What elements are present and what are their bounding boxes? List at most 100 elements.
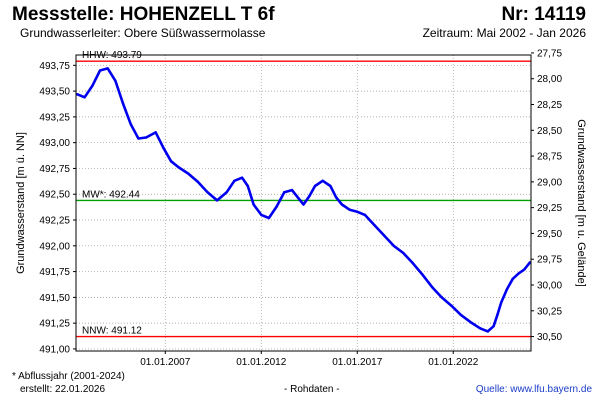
data-point <box>334 196 338 199</box>
data-point <box>162 146 165 150</box>
y2-tick-label: 28,00 <box>537 74 562 85</box>
data-point <box>233 179 236 183</box>
data-point <box>114 79 117 82</box>
created-date: erstellt: 22.01.2026 <box>20 384 106 395</box>
y2-tick-label: 30,25 <box>537 306 562 317</box>
data-point <box>450 304 453 307</box>
data-point <box>500 301 503 304</box>
reference-label: NNW: 491.12 <box>82 326 142 337</box>
data-point <box>267 216 271 220</box>
y-axis-label-left: Grundwasserstand [m ü. NN] <box>15 132 27 274</box>
y-tick-label: 493,00 <box>39 138 70 149</box>
data-point <box>283 190 286 194</box>
y2-tick-label: 28,50 <box>537 126 562 137</box>
data-point <box>98 69 102 72</box>
data-point <box>154 131 157 134</box>
data-point <box>411 262 415 265</box>
data-point <box>356 210 359 213</box>
x-tick-label: 01.01.2012 <box>236 357 286 368</box>
y-tick-label: 493,75 <box>39 61 70 72</box>
y2-tick-label: 29,00 <box>537 177 562 188</box>
y-tick-label: 492,25 <box>39 216 70 227</box>
y-tick-label: 493,25 <box>39 112 70 123</box>
y2-tick-label: 29,50 <box>537 229 562 240</box>
data-point <box>517 272 520 275</box>
aquifer-label: Grundwasserleiter: Obere Süßwassermolass… <box>20 26 266 40</box>
data-point <box>144 136 148 139</box>
source-link[interactable]: Quelle: www.lfu.bayern.de <box>475 384 592 395</box>
data-point <box>329 184 332 188</box>
data-point <box>129 122 132 126</box>
data-point <box>260 213 263 217</box>
data-point <box>496 313 499 317</box>
data-point <box>169 160 173 163</box>
y-tick-label: 491,50 <box>39 293 70 304</box>
data-point <box>348 208 351 211</box>
y2-tick-label: 29,25 <box>537 203 562 214</box>
data-point <box>492 325 495 328</box>
station-number: Nr: 14119 <box>501 4 586 25</box>
data-point <box>392 244 395 248</box>
data-point <box>240 176 244 179</box>
data-point <box>402 251 405 255</box>
data-point <box>459 313 463 317</box>
data-point <box>382 234 386 237</box>
data-point <box>511 277 514 281</box>
data-point <box>296 196 299 199</box>
data-point <box>421 273 424 276</box>
y-tick-label: 491,75 <box>39 267 70 278</box>
reference-label: HHW: 493.79 <box>82 50 142 61</box>
y2-tick-label: 27,75 <box>537 48 562 59</box>
x-tick-label: 01.01.2022 <box>428 357 478 368</box>
y2-tick-label: 29,75 <box>537 255 562 266</box>
data-point <box>196 180 200 184</box>
data-point <box>206 190 209 194</box>
data-point <box>121 102 125 105</box>
y2-tick-label: 30,00 <box>537 280 562 291</box>
data-point <box>252 203 255 206</box>
y2-tick-label: 28,25 <box>537 100 562 111</box>
data-point <box>225 190 228 194</box>
data-point <box>177 166 180 169</box>
data-point <box>106 67 109 70</box>
data-point <box>187 172 190 175</box>
data-point <box>91 84 94 88</box>
footnote: * Abflussjahr (2001-2024) <box>12 371 125 382</box>
y2-tick-label: 30,50 <box>537 332 562 343</box>
data-point <box>486 330 490 333</box>
x-tick-label: 01.01.2007 <box>140 357 190 368</box>
data-point <box>373 223 376 227</box>
data-point <box>308 195 311 198</box>
y-axis-label-right: Grundwasserstand [m u. Gelände] <box>575 119 587 287</box>
data-point <box>340 203 344 206</box>
data-point <box>302 203 305 206</box>
y-tick-label: 491,00 <box>39 344 70 355</box>
reference-label: MW*: 492.44 <box>82 189 140 200</box>
data-point <box>290 188 294 192</box>
plot-frame <box>75 54 532 352</box>
y-tick-label: 492,00 <box>39 241 70 252</box>
data-point <box>478 327 482 330</box>
station-title: Messstelle: HOHENZELL T 6f <box>12 4 275 25</box>
data-point <box>215 199 219 202</box>
data-point <box>275 205 278 208</box>
data-point <box>363 213 367 217</box>
y-tick-label: 493,50 <box>39 87 70 98</box>
y-tick-label: 492,75 <box>39 164 70 175</box>
y-tick-label: 492,50 <box>39 190 70 201</box>
data-point <box>523 268 526 271</box>
x-tick-label: 01.01.2017 <box>332 357 382 368</box>
data-point <box>430 285 434 289</box>
y-tick-label: 491,25 <box>39 319 70 330</box>
data-point <box>313 184 317 188</box>
water-level-line <box>76 67 532 333</box>
data-point <box>469 320 472 324</box>
data-point <box>321 179 324 183</box>
data-point <box>83 96 86 99</box>
y2-tick-label: 28,75 <box>537 152 562 163</box>
period-label: Zeitraum: Mai 2002 - Jan 2026 <box>422 26 586 40</box>
rawdata-label: - Rohdaten - <box>284 384 340 395</box>
data-point <box>505 287 509 291</box>
data-point <box>440 296 443 299</box>
